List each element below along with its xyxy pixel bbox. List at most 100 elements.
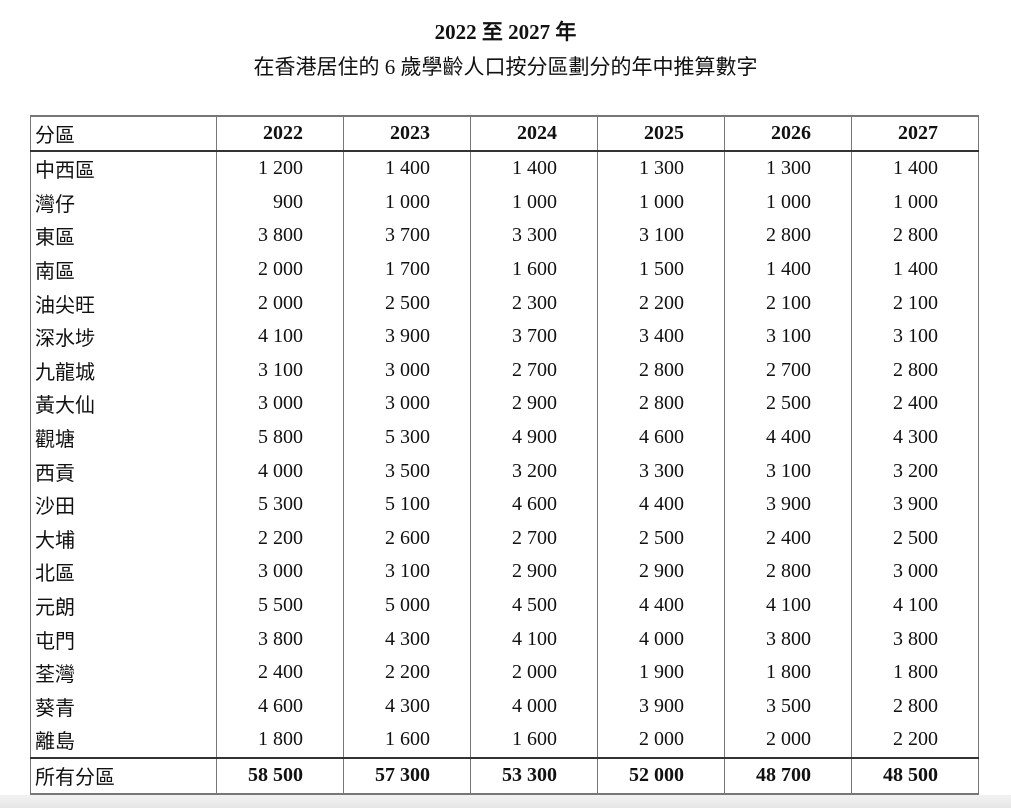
table-row: 元朗 5 500 5 000 4 500 4 400 4 100 4 100: [30, 588, 979, 623]
population-value-cell: 1 400: [470, 151, 598, 186]
page-bottom-edge: [0, 795, 1011, 808]
population-value-cell: 4 100: [724, 588, 852, 623]
district-name-cell: 元朗: [30, 588, 217, 623]
table-row: 屯門 3 800 4 300 4 100 4 000 3 800 3 800: [30, 622, 979, 656]
population-value-cell: 5 500: [216, 588, 344, 623]
population-value-cell: 4 900: [470, 420, 598, 455]
population-value-cell: 5 100: [343, 487, 471, 522]
table-row: 西貢 4 000 3 500 3 200 3 300 3 100 3 200: [30, 454, 979, 488]
population-value-cell: 2 800: [851, 353, 979, 388]
table-row: 中西區 1 200 1 400 1 400 1 300 1 300 1 400: [30, 151, 979, 186]
population-value-cell: 5 000: [343, 588, 471, 623]
table-row: 油尖旺 2 000 2 500 2 300 2 200 2 100 2 100: [30, 286, 979, 320]
population-value-cell: 4 600: [597, 420, 725, 455]
population-value-cell: 3 700: [470, 319, 598, 354]
population-value-cell: 3 000: [216, 387, 344, 421]
population-value-cell: 3 300: [470, 219, 598, 253]
column-header-year: 2026: [724, 115, 852, 152]
population-value-cell: 1 900: [597, 655, 725, 690]
population-value-cell: 1 300: [724, 151, 852, 186]
population-value-cell: 3 000: [216, 555, 344, 589]
table-row: 葵青 4 600 4 300 4 000 3 900 3 500 2 800: [30, 689, 979, 724]
population-value-cell: 3 100: [724, 454, 852, 488]
population-value-cell: 2 900: [470, 387, 598, 421]
population-value-cell: 1 400: [851, 252, 979, 287]
population-value-cell: 2 800: [851, 689, 979, 724]
population-value-cell: 3 900: [597, 689, 725, 724]
district-name-cell: 所有分區: [30, 756, 217, 795]
column-header-year: 2027: [851, 115, 979, 152]
population-table: 分區 2022 2023 2024 2025 2026 2027 中西區 1 200 1 400…: [30, 115, 979, 795]
population-value-cell: 2 100: [724, 286, 852, 320]
population-value-cell: 4 100: [851, 588, 979, 623]
population-value-cell: 5 300: [216, 487, 344, 522]
population-value-cell: 1 500: [597, 252, 725, 287]
column-header-year: 2025: [597, 115, 725, 152]
table-row: 沙田 5 300 5 100 4 600 4 400 3 900 3 900: [30, 487, 979, 522]
population-value-cell: 4 400: [597, 588, 725, 623]
population-value-cell: 2 200: [597, 286, 725, 320]
district-name-cell: 葵青: [30, 689, 217, 724]
district-name-cell: 南區: [30, 252, 217, 287]
district-name-cell: 沙田: [30, 487, 217, 522]
document-subtitle: 在香港居住的 6 歲學齡人口按分區劃分的年中推算數字: [253, 55, 758, 79]
population-value-cell: 1 400: [343, 151, 471, 186]
table-row: 大埔 2 200 2 600 2 700 2 500 2 400 2 500: [30, 521, 979, 556]
population-value-cell: 3 800: [216, 219, 344, 253]
population-value-cell: 5 800: [216, 420, 344, 455]
population-value-cell: 2 200: [343, 655, 471, 690]
column-header-year: 2024: [470, 115, 598, 152]
population-value-cell: 3 700: [343, 219, 471, 253]
population-value-cell: 2 800: [851, 219, 979, 253]
population-value-cell: 3 900: [343, 319, 471, 354]
population-value-cell: 1 600: [470, 252, 598, 287]
population-value-cell: 2 500: [597, 521, 725, 556]
population-value-cell: 900: [216, 185, 344, 220]
population-value-cell: 4 000: [597, 622, 725, 656]
table-row: 荃灣 2 400 2 200 2 000 1 900 1 800 1 800: [30, 655, 979, 690]
population-value-cell: 1 000: [343, 185, 471, 220]
population-value-cell: 4 600: [216, 689, 344, 724]
district-name-cell: 屯門: [30, 622, 217, 656]
district-name-cell: 離島: [30, 723, 217, 758]
population-value-cell: 2 800: [597, 353, 725, 388]
population-value-cell: 2 900: [470, 555, 598, 589]
population-value-cell: 4 400: [597, 487, 725, 522]
population-value-cell: 3 200: [851, 454, 979, 488]
population-value-cell: 2 200: [851, 723, 979, 758]
district-name-cell: 深水埗: [30, 319, 217, 354]
population-value-cell: 53 300: [470, 756, 598, 795]
table-row: 灣仔 900 1 000 1 000 1 000 1 000 1 000: [30, 185, 979, 220]
population-value-cell: 4 300: [851, 420, 979, 455]
district-name-cell: 灣仔: [30, 185, 217, 220]
population-value-cell: 2 500: [851, 521, 979, 556]
population-value-cell: 4 100: [216, 319, 344, 354]
population-value-cell: 1 800: [724, 655, 852, 690]
table-row: 南區 2 000 1 700 1 600 1 500 1 400 1 400: [30, 252, 979, 287]
population-value-cell: 2 000: [216, 252, 344, 287]
district-name-cell: 觀塘: [30, 420, 217, 455]
district-name-cell: 黃大仙: [30, 387, 217, 421]
table-row: 北區 3 000 3 100 2 900 2 900 2 800 3 000: [30, 555, 979, 589]
population-value-cell: 2 200: [216, 521, 344, 556]
population-value-cell: 3 500: [343, 454, 471, 488]
total-row: 所有分區 58 500 57 300 53 300 52 000 48 700 48 500: [30, 756, 979, 795]
population-value-cell: 1 000: [470, 185, 598, 220]
district-name-cell: 九龍城: [30, 353, 217, 388]
population-value-cell: 58 500: [216, 756, 344, 795]
population-value-cell: 3 200: [470, 454, 598, 488]
population-value-cell: 3 500: [724, 689, 852, 724]
population-value-cell: 2 700: [724, 353, 852, 388]
population-value-cell: 3 800: [851, 622, 979, 656]
population-value-cell: 1 000: [724, 185, 852, 220]
population-value-cell: 3 300: [597, 454, 725, 488]
population-value-cell: 3 000: [343, 353, 471, 388]
population-value-cell: 2 400: [851, 387, 979, 421]
population-value-cell: 4 300: [343, 689, 471, 724]
column-header-year: 2022: [216, 115, 344, 152]
table-row: 觀塘 5 800 5 300 4 900 4 600 4 400 4 300: [30, 420, 979, 455]
district-name-cell: 中西區: [30, 151, 217, 186]
population-value-cell: 5 300: [343, 420, 471, 455]
population-value-cell: 2 500: [724, 387, 852, 421]
population-value-cell: 2 000: [597, 723, 725, 758]
